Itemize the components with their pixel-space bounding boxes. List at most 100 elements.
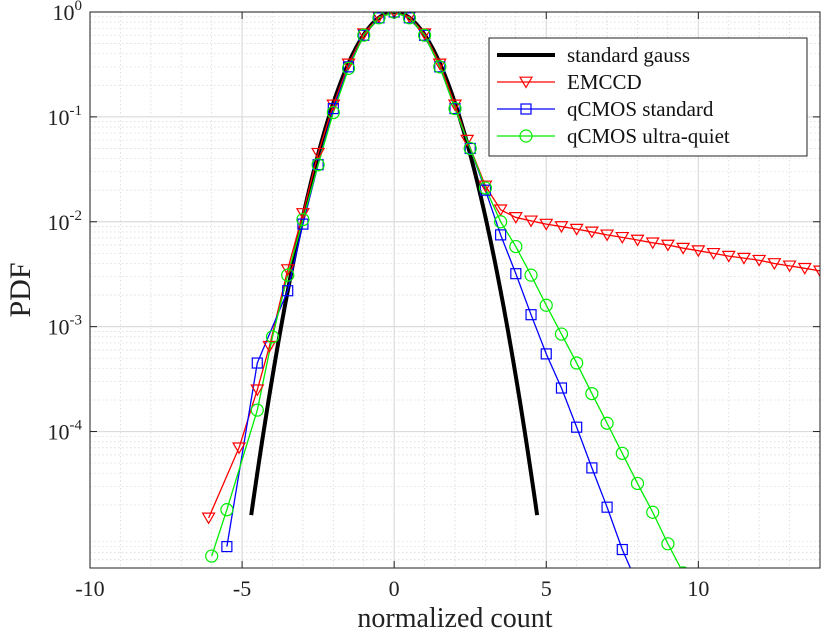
marker-circle: [372, 12, 386, 25]
marker-circle: [494, 215, 508, 229]
marker-square: [571, 421, 583, 433]
marker-triangle: [630, 234, 645, 247]
marker-square: [312, 159, 324, 171]
marker-circle: [509, 239, 523, 254]
marker-triangle: [660, 239, 675, 252]
marker-square: [449, 102, 461, 115]
x-tick-label: -5: [233, 576, 251, 601]
marker-circle: [463, 141, 477, 156]
marker-triangle: [402, 12, 417, 24]
marker-square: [434, 61, 446, 73]
marker-square: [510, 268, 522, 280]
marker-circle: [478, 181, 493, 195]
marker-triangle: [736, 252, 752, 265]
marker-square: [221, 540, 233, 553]
marker-square: [251, 357, 263, 369]
marker-triangle: [518, 76, 534, 89]
y-tick-label: 10-4: [48, 418, 83, 445]
marker-triangle: [721, 250, 736, 263]
marker-triangle: [691, 245, 706, 258]
legend-label: standard gauss: [567, 43, 690, 67]
marker-triangle: [326, 99, 341, 112]
marker-square: [601, 501, 613, 513]
y-tick-label: 10-3: [48, 313, 83, 340]
marker-circle: [585, 387, 599, 401]
marker-circle: [448, 101, 462, 116]
series-line-EMCCD: [208, 12, 820, 519]
marker-square: [373, 12, 385, 24]
marker-circle: [357, 28, 371, 42]
marker-circle: [539, 298, 553, 312]
marker-circle: [646, 505, 660, 519]
plot-frame: [89, 11, 821, 569]
marker-circle: [554, 327, 569, 341]
marker-circle: [220, 503, 234, 517]
marker-circle: [570, 356, 584, 370]
marker-square: [633, 579, 643, 589]
marker-triangle: [569, 223, 584, 236]
marker-triangle: [539, 218, 554, 231]
x-tick-label: -10: [75, 576, 104, 601]
y-axis-ticks: 100 10-1 10-2 10-3 10-4: [48, 0, 820, 445]
marker-triangle: [201, 512, 216, 525]
marker-circle: [630, 476, 645, 491]
y-tick-label: 10-1: [48, 103, 83, 130]
marker-triangle: [523, 215, 539, 228]
marker-triangle: [432, 58, 447, 71]
marker-triangle: [782, 260, 797, 273]
marker-circle: [402, 12, 416, 25]
marker-square: [525, 309, 537, 321]
marker-circle: [341, 61, 356, 75]
marker-square: [358, 29, 370, 41]
x-tick-label: 0: [389, 576, 400, 601]
marker-circle: [205, 549, 219, 563]
marker-triangle: [600, 229, 615, 242]
marker-square: [520, 103, 532, 115]
series-markers: [201, 12, 820, 589]
marker-circle: [600, 416, 614, 430]
marker-triangle: [250, 384, 265, 397]
marker-triangle: [341, 58, 356, 71]
marker-square: [586, 462, 598, 474]
marker-triangle: [372, 12, 386, 24]
marker-square: [495, 229, 507, 241]
marker-circle: [265, 330, 280, 344]
marker-circle: [281, 268, 295, 282]
marker-triangle: [706, 247, 721, 260]
marker-square: [540, 348, 552, 360]
legend-label: qCMOS ultra-quiet: [567, 124, 730, 148]
marker-circle: [661, 537, 675, 551]
marker-triangle: [676, 242, 691, 255]
marker-triangle: [460, 134, 475, 147]
x-axis-label: normalized count: [357, 603, 552, 633]
marker-triangle: [554, 221, 569, 234]
marker-circle: [296, 212, 310, 227]
marker-square: [464, 142, 476, 155]
marker-square: [616, 543, 628, 556]
marker-triangle: [493, 204, 508, 217]
marker-triangle: [311, 147, 326, 160]
marker-triangle: [231, 442, 247, 455]
marker-triangle: [767, 258, 782, 271]
marker-square: [403, 12, 415, 24]
marker-triangle: [508, 212, 523, 225]
marker-square: [555, 382, 568, 394]
y-tick-label: 100: [53, 0, 83, 25]
marker-circle: [615, 446, 629, 460]
marker-circle: [519, 129, 533, 143]
legend-label: EMCCD: [567, 70, 642, 94]
marker-circle: [417, 28, 432, 42]
marker-square: [282, 285, 294, 297]
marker-square: [418, 29, 431, 41]
y-axis-label: PDF: [4, 262, 37, 317]
marker-triangle: [478, 180, 493, 193]
marker-triangle: [645, 237, 660, 250]
marker-circle: [250, 403, 264, 417]
marker-triangle: [797, 262, 812, 275]
marker-circle: [433, 60, 447, 74]
x-tick-label: 5: [541, 576, 552, 601]
marker-triangle: [615, 231, 630, 244]
x-axis-ticks: -10 -5 0 5 10: [75, 12, 709, 601]
